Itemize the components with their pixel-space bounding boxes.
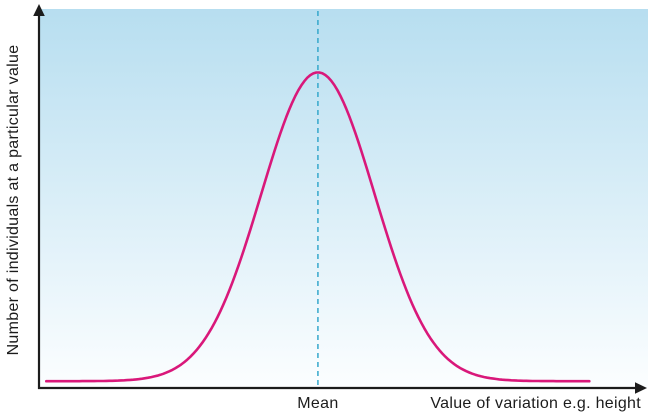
x-axis-arrowhead: [635, 382, 647, 394]
plot-background: [39, 9, 648, 388]
bell-curve: [45, 71, 591, 383]
y-axis-arrowhead: [33, 4, 45, 16]
mean-label: Mean: [297, 395, 339, 412]
x-axis-label: Value of variation e.g. height: [430, 395, 641, 412]
